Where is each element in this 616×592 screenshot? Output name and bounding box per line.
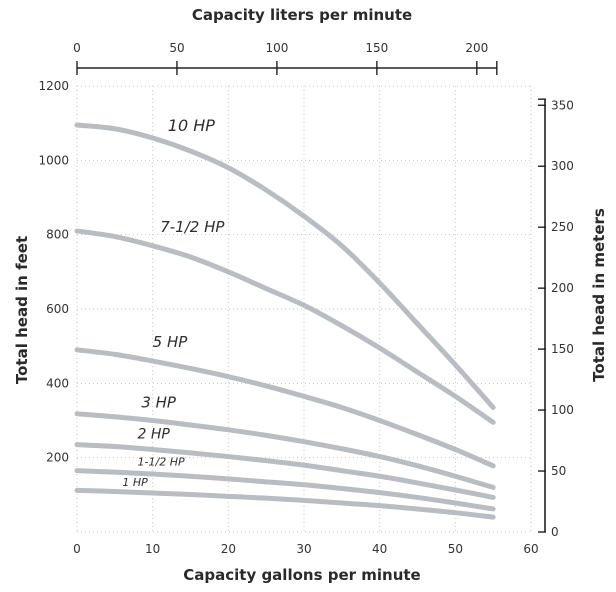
y-tick-label: 1200 (38, 79, 69, 93)
right-axis-title: Total head in meters (590, 208, 608, 382)
curve-labels: 10 HP 7-1/2 HP 5 HP 3 HP 2 HP 1-1/2 HP 1 HP (122, 116, 225, 489)
right-tick-label: 250 (551, 220, 574, 234)
y-tick-label: 200 (46, 451, 69, 465)
right-tick-label: 100 (551, 403, 574, 417)
right-tick-label: 300 (551, 159, 574, 173)
series-line (74, 347, 496, 469)
right-tick-label: 0 (551, 525, 559, 539)
left-axis-title: Total head in feet (13, 236, 31, 384)
x-tick-label: 40 (372, 542, 387, 556)
y-tick-label: 800 (46, 228, 69, 242)
curves (74, 122, 496, 520)
axes (77, 67, 546, 532)
series-label: 1-1/2 HP (138, 455, 185, 468)
series-line (74, 468, 496, 512)
series-line (74, 411, 496, 490)
top-tick-label: 150 (365, 41, 388, 55)
right-tick-label: 350 (551, 98, 574, 112)
bottom-axis-title: Capacity gallons per minute (183, 566, 420, 584)
right-tick-label: 150 (551, 342, 574, 356)
series-line (74, 228, 496, 425)
series-label: 5 HP (153, 333, 189, 351)
x-tick-label: 30 (296, 542, 311, 556)
series-line (74, 442, 496, 500)
right-tick-label: 200 (551, 281, 574, 295)
series-label: 1 HP (122, 476, 148, 489)
x-tick-label: 20 (221, 542, 236, 556)
top-tick-label: 50 (169, 41, 184, 55)
right-tick-label: 50 (551, 464, 566, 478)
top-tick-label: 200 (465, 41, 488, 55)
series-line (74, 487, 496, 520)
tick-labels: 0 50 100 150 200 0 50 100 150 200 250 300 350 0 10 20 30… (38, 41, 573, 556)
top-tick-label: 0 (73, 41, 81, 55)
top-axis-title: Capacity liters per minute (192, 6, 412, 24)
series-line (74, 122, 496, 410)
y-tick-label: 1000 (38, 153, 69, 167)
x-tick-label: 0 (73, 542, 81, 556)
y-tick-label: 400 (46, 376, 69, 390)
series-label: 10 HP (168, 116, 215, 135)
series-label: 2 HP (138, 426, 171, 442)
x-tick-label: 10 (145, 542, 160, 556)
series-label: 3 HP (141, 393, 177, 411)
top-tick-label: 100 (265, 41, 288, 55)
series-label: 7-1/2 HP (160, 218, 225, 236)
x-tick-label: 60 (523, 542, 538, 556)
y-tick-label: 600 (46, 302, 69, 316)
tick-marks (76, 61, 546, 533)
x-tick-label: 50 (448, 542, 463, 556)
